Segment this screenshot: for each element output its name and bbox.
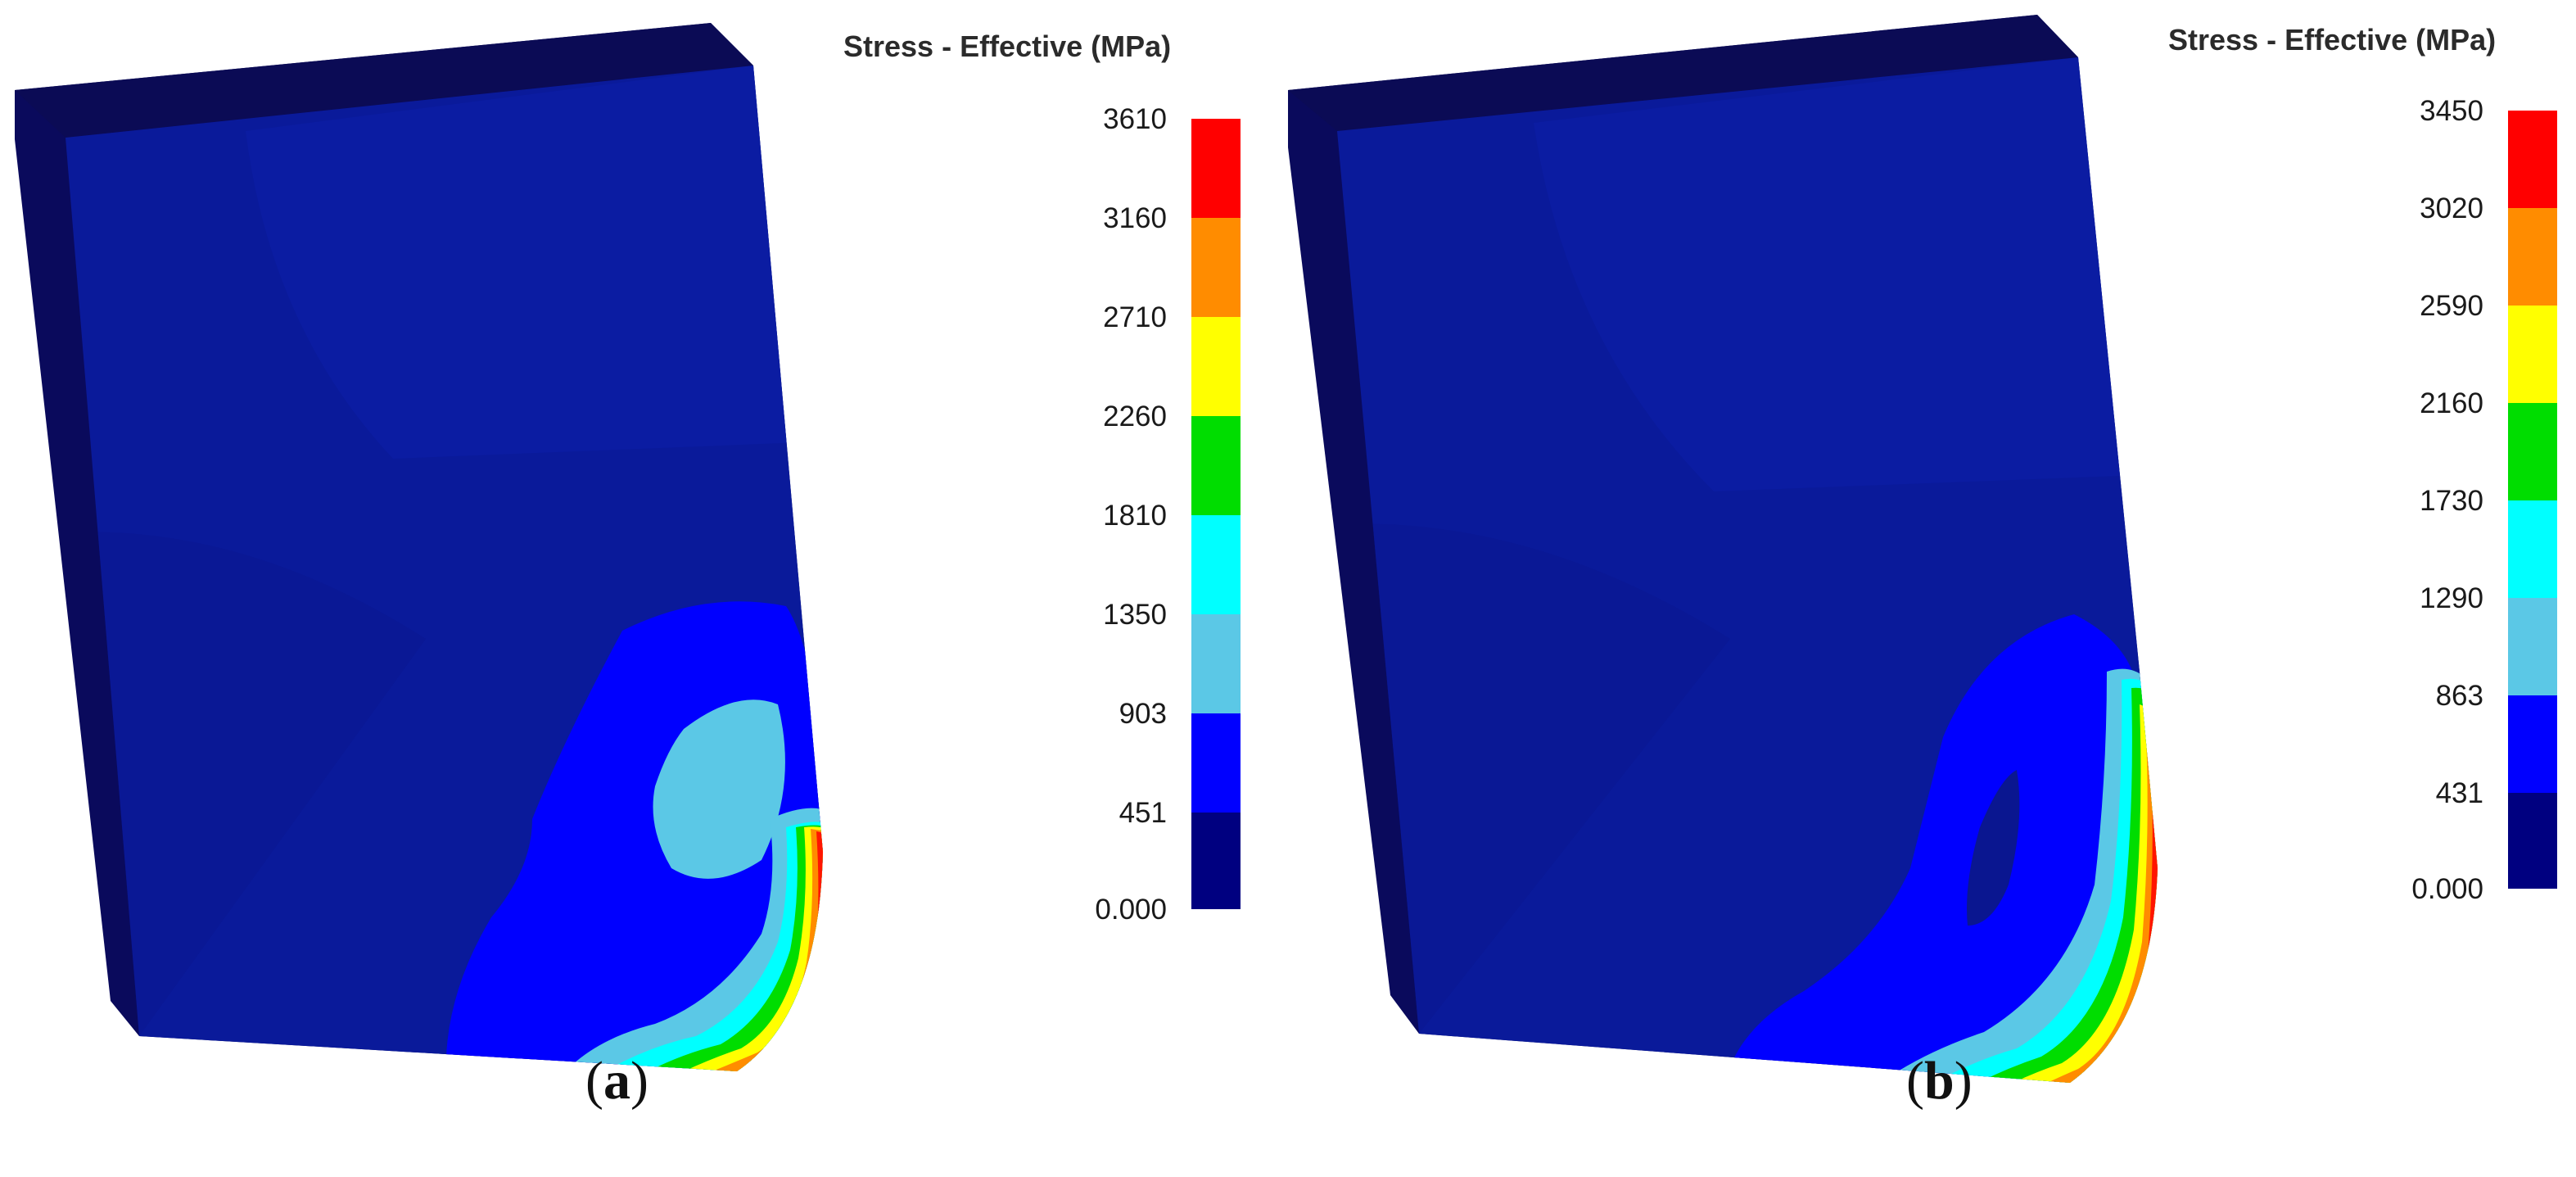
panel-b: Stress - Effective (MPa) 3450 3020 2590 … (1288, 0, 2576, 1177)
legend-title: Stress - Effective (MPa) (843, 29, 1172, 63)
colorbar-tick-label: 1730 (2420, 485, 2483, 517)
colorbar-segment (2508, 306, 2557, 403)
stress-contour-model-a (15, 23, 823, 1071)
colorbar-segment (1191, 119, 1241, 218)
colorbar-tick-label: 451 (1119, 797, 1167, 829)
colorbar-segment (1191, 515, 1241, 614)
colorbar-segment (2508, 208, 2557, 306)
colorbar-tick-label: 1290 (2420, 582, 2483, 614)
colorbar-tick-label: 903 (1119, 698, 1167, 730)
colorbar-tick-label: 3610 (1103, 103, 1167, 135)
colorbar-segment (1191, 614, 1241, 713)
colorbar-segment (1191, 317, 1241, 416)
panel-caption: (b) (1906, 1051, 1973, 1111)
colorbar-tick-label: 3020 (2420, 192, 2483, 224)
colorbar-tick-label: 2590 (2420, 290, 2483, 322)
colorbar-tick-label: 1350 (1103, 599, 1167, 631)
panel-caption: (a) (585, 1051, 649, 1111)
colorbar-segment (2508, 500, 2557, 598)
colorbar-segment (2508, 403, 2557, 500)
stress-contour-model-b (1288, 15, 2158, 1083)
colorbar-segment (2508, 695, 2557, 793)
colorbar (2508, 111, 2557, 889)
legend-title: Stress - Effective (MPa) (2168, 23, 2497, 57)
colorbar-segment (1191, 218, 1241, 317)
colorbar-tick-label: 431 (2435, 777, 2483, 809)
colorbar-tick-label: 1810 (1103, 500, 1167, 532)
colorbar-segment (1191, 713, 1241, 813)
colorbar-tick-label: 863 (2435, 680, 2483, 712)
colorbar-tick-label: 3450 (2420, 95, 2483, 127)
colorbar-segment (2508, 111, 2557, 208)
colorbar-tick-label: 2710 (1103, 301, 1167, 333)
colorbar-segment (1191, 813, 1241, 909)
colorbar-segment (1191, 416, 1241, 515)
colorbar-tick-label: 0.000 (2411, 873, 2483, 905)
colorbar-tick-label: 2260 (1103, 401, 1167, 432)
panel-a: Stress - Effective (MPa) 3610 3160 2710 … (15, 23, 1241, 1111)
colorbar-tick-label: 2160 (2420, 387, 2483, 419)
colorbar-tick-label: 3160 (1103, 202, 1167, 234)
colorbar-segment (2508, 793, 2557, 889)
colorbar (1191, 119, 1241, 909)
colorbar-tick-label: 0.000 (1095, 894, 1167, 926)
colorbar-segment (2508, 598, 2557, 695)
